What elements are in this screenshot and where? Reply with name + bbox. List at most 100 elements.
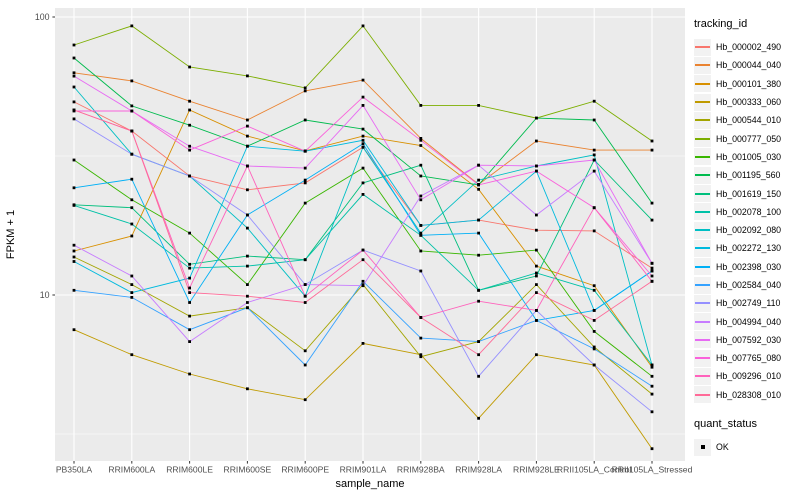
legend-item-hb_004994_040: Hb_004994_040 bbox=[694, 312, 798, 331]
legend-items-tracking-id: Hb_000002_490 Hb_000044_040 Hb_000101_380 H… bbox=[694, 38, 798, 404]
data-point bbox=[477, 374, 480, 378]
data-point bbox=[130, 296, 134, 299]
legend-item-label: Hb_007592_030 bbox=[716, 334, 782, 345]
data-point bbox=[592, 206, 596, 210]
data-point bbox=[592, 229, 596, 233]
data-point bbox=[130, 109, 134, 113]
data-point bbox=[246, 144, 249, 148]
legend-item-label: Hb_002584_040 bbox=[716, 280, 782, 290]
data-point bbox=[188, 314, 191, 318]
x-tick-label: RRIM600LA bbox=[108, 465, 155, 475]
data-point bbox=[130, 198, 134, 202]
data-point bbox=[592, 347, 596, 351]
data-point bbox=[72, 71, 76, 75]
data-point bbox=[188, 231, 191, 235]
data-point bbox=[246, 134, 249, 138]
data-point bbox=[419, 138, 423, 142]
x-tick-label: RRIM901LA bbox=[340, 465, 387, 475]
legend-item-label: Hb_001005_030 bbox=[716, 151, 782, 162]
data-point bbox=[303, 181, 307, 185]
line-swatch-icon bbox=[694, 38, 711, 56]
legend-item-hb_001005_030: Hb_001005_030 bbox=[694, 148, 798, 166]
data-point bbox=[361, 193, 365, 196]
data-point bbox=[188, 328, 191, 332]
legend-item-hb_002272_130: Hb_002272_130 bbox=[694, 239, 798, 257]
x-tick-label: RRII105LA_Control bbox=[557, 465, 632, 475]
data-point bbox=[303, 398, 307, 402]
data-point bbox=[361, 181, 365, 185]
legend-item-label: Hb_000101_380 bbox=[716, 78, 782, 89]
data-point bbox=[650, 410, 654, 414]
data-point bbox=[650, 384, 654, 388]
data-point bbox=[188, 123, 191, 127]
legend-quant-status: quant_status OK bbox=[694, 418, 798, 456]
line-swatch-icon bbox=[694, 331, 711, 349]
data-point bbox=[246, 188, 249, 192]
data-point bbox=[477, 299, 480, 303]
line-swatch-icon bbox=[694, 93, 711, 111]
data-point bbox=[535, 353, 538, 357]
data-point bbox=[419, 355, 423, 359]
data-point bbox=[592, 169, 596, 173]
data-point bbox=[72, 243, 76, 247]
legend-item-hb_002078_100: Hb_002078_100 bbox=[694, 203, 798, 221]
data-point bbox=[650, 139, 654, 143]
data-point bbox=[72, 255, 76, 259]
data-point bbox=[650, 274, 654, 278]
x-tick-label: PB350LA bbox=[56, 465, 93, 475]
line-swatch-icon bbox=[694, 276, 711, 294]
data-point bbox=[361, 284, 365, 288]
data-point bbox=[303, 363, 307, 367]
legend-item-hb_009296_010: Hb_009296_010 bbox=[694, 367, 798, 385]
data-point bbox=[592, 363, 596, 367]
data-point bbox=[303, 294, 307, 298]
data-point bbox=[246, 74, 249, 78]
data-point bbox=[361, 138, 365, 142]
data-point bbox=[246, 164, 249, 168]
data-point bbox=[592, 330, 596, 333]
data-point bbox=[188, 148, 191, 152]
data-point bbox=[592, 284, 596, 288]
line-swatch-icon bbox=[694, 367, 711, 385]
data-point bbox=[477, 187, 480, 191]
data-point bbox=[72, 158, 76, 162]
legend-item-label: Hb_009296_010 bbox=[716, 371, 782, 382]
x-tick-label: RRII105LA_Stressed bbox=[612, 465, 693, 475]
data-point bbox=[188, 286, 191, 290]
data-point bbox=[535, 291, 538, 294]
data-point bbox=[477, 218, 480, 222]
point-marker-icon bbox=[700, 445, 705, 450]
data-point bbox=[650, 201, 654, 205]
data-point bbox=[72, 74, 76, 78]
data-point bbox=[650, 447, 654, 451]
legend-item-label: Hb_000044_040 bbox=[716, 60, 782, 71]
legend-title-tracking-id: tracking_id bbox=[694, 18, 748, 30]
line-swatch-icon bbox=[694, 166, 711, 184]
x-tick-label: RRIM600LE bbox=[166, 465, 213, 475]
data-point bbox=[361, 127, 365, 131]
data-point bbox=[72, 249, 76, 253]
data-point bbox=[72, 328, 76, 332]
legend-item-label: Hb_001195_560 bbox=[716, 170, 781, 181]
legend-title-quant-status: quant_status bbox=[694, 417, 757, 430]
data-point bbox=[535, 248, 538, 252]
legend-item-hb_028308_010: Hb_028308_010 bbox=[694, 386, 798, 404]
legend-panel: tracking_id Hb_000002_490 Hb_000044_040 Hb… bbox=[694, 18, 798, 456]
data-point bbox=[592, 153, 596, 157]
line-swatch-icon bbox=[694, 313, 711, 331]
legend-item-hb_000044_040: Hb_000044_040 bbox=[694, 56, 798, 74]
data-point bbox=[361, 279, 365, 283]
data-point bbox=[130, 79, 134, 83]
data-point bbox=[246, 387, 249, 391]
data-point bbox=[246, 124, 249, 128]
data-point bbox=[419, 194, 423, 198]
line-swatch-icon bbox=[694, 75, 711, 93]
data-point bbox=[361, 134, 365, 138]
legend-item-label: Hb_001619_150 bbox=[716, 188, 782, 199]
data-point bbox=[361, 166, 365, 170]
data-point bbox=[419, 174, 423, 178]
data-point bbox=[303, 258, 307, 262]
data-point bbox=[361, 24, 365, 28]
data-point bbox=[72, 260, 76, 263]
data-point bbox=[361, 342, 365, 345]
